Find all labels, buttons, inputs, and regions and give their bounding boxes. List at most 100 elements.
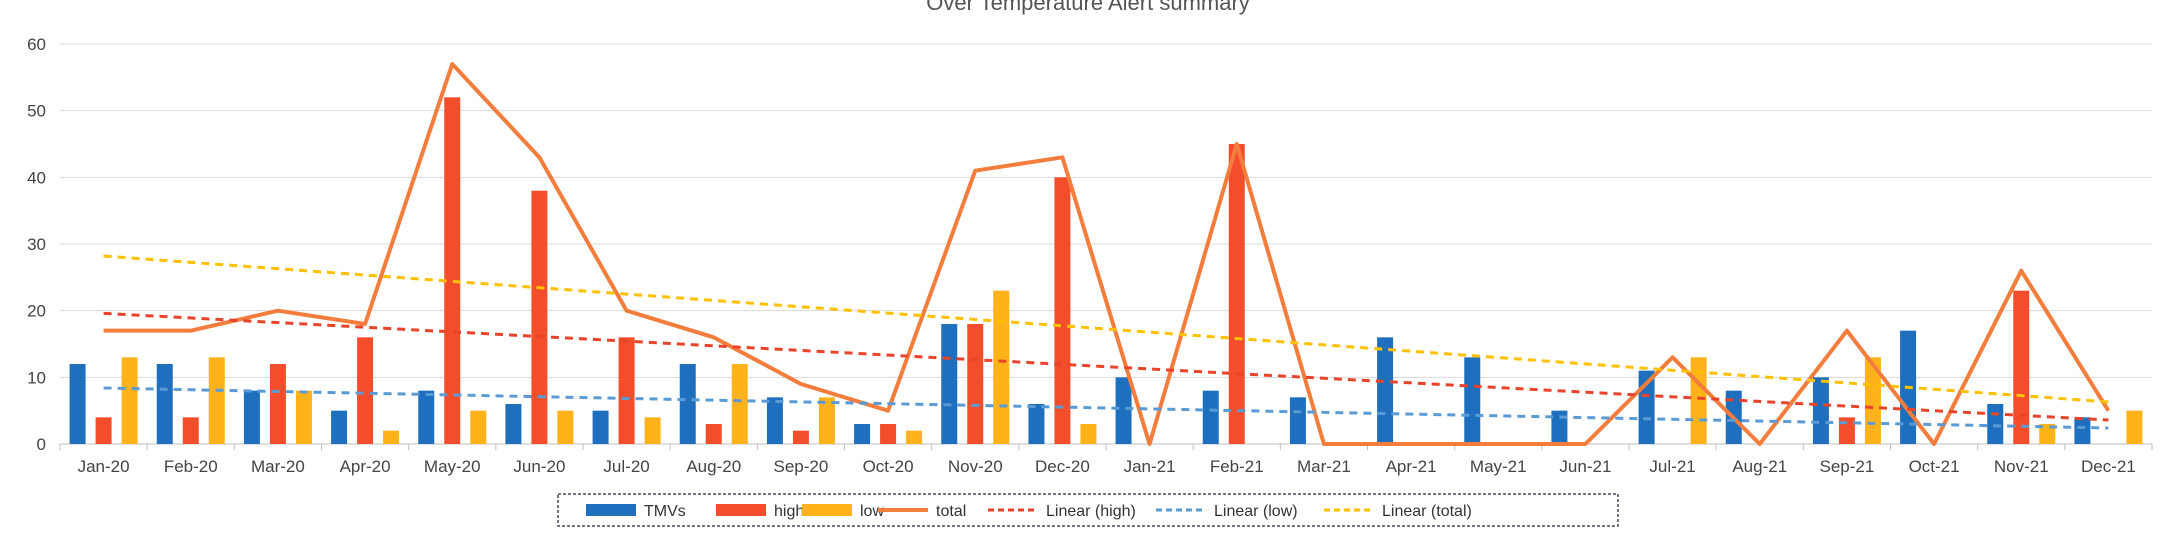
bar-low (906, 430, 923, 444)
y-tick-label: 50 (27, 102, 46, 121)
bar-tmvs (1377, 337, 1394, 444)
x-tick-label: Jan-21 (1124, 457, 1176, 476)
legend-swatch-low (802, 504, 852, 516)
bar-high (967, 324, 984, 444)
bar-high (792, 430, 809, 444)
chart-title: Over Temperature Alert summary (926, 0, 1250, 15)
x-tick-label: Sep-21 (1820, 457, 1875, 476)
bar-high (531, 190, 548, 444)
bar-low (818, 397, 835, 444)
x-tick-label: Mar-20 (251, 457, 305, 476)
bar-high (1228, 144, 1245, 444)
line-marks (103, 62, 2111, 446)
x-tick-label: Aug-20 (686, 457, 741, 476)
x-tick-label: Jul-20 (603, 457, 649, 476)
x-tick-label: May-20 (424, 457, 481, 476)
x-tick-label: Dec-21 (2081, 457, 2136, 476)
y-tick-label: 30 (27, 235, 46, 254)
bar-high (95, 417, 112, 444)
bar-tmvs (1551, 410, 1568, 444)
x-tick-label: Apr-21 (1386, 457, 1437, 476)
bar-high (269, 364, 286, 444)
x-tick-label: Apr-20 (340, 457, 391, 476)
bar-low (295, 390, 312, 444)
bar-marks (69, 97, 2143, 445)
legend: TMVs high low total Linear (high) Linear (low… (557, 493, 1619, 527)
x-tick-label: Oct-21 (1909, 457, 1960, 476)
x-tick-label: Dec-20 (1035, 457, 1090, 476)
bar-low (2039, 424, 2056, 444)
y-tick-label: 60 (27, 35, 46, 54)
bar-high (444, 97, 461, 444)
bar-tmvs (941, 324, 958, 444)
legend-label: Linear (low) (1214, 503, 1298, 520)
bar-high (1054, 177, 1071, 445)
legend-label: Linear (total) (1382, 503, 1472, 520)
y-tick-label: 0 (37, 435, 46, 454)
bar-high (705, 424, 722, 444)
y-tick-label: 20 (27, 302, 46, 321)
x-tick-label: Jul-21 (1649, 457, 1695, 476)
bar-tmvs (331, 410, 348, 444)
x-tick-label: Aug-21 (1732, 457, 1787, 476)
bar-tmvs (156, 364, 173, 444)
legend-box (557, 493, 1619, 527)
bar-low (557, 410, 574, 444)
bar-tmvs (854, 424, 871, 444)
bar-high (880, 424, 897, 444)
x-tick-label: Sep-20 (774, 457, 829, 476)
bar-low (121, 357, 138, 444)
trendline-low (103, 386, 2109, 430)
bar-low (644, 417, 661, 444)
bar-high (618, 337, 635, 444)
legend-label: low (860, 503, 884, 520)
bar-tmvs (1987, 404, 2004, 444)
x-tick-label: Feb-21 (1210, 457, 1264, 476)
bar-tmvs (592, 410, 609, 444)
bar-tmvs (505, 404, 522, 444)
bar-tmvs (418, 390, 435, 444)
bar-tmvs (1289, 397, 1306, 444)
bar-low (208, 357, 225, 444)
bar-tmvs (1812, 377, 1829, 444)
x-axis: Jan-20 Feb-20 Mar-20 Apr-20 May-20 Jun-20 Jul-… (59, 444, 2153, 476)
legend-label: high (774, 503, 804, 520)
bar-tmvs (766, 397, 783, 444)
x-tick-label: Feb-20 (164, 457, 218, 476)
legend-label: total (936, 503, 966, 520)
x-tick-label: Nov-21 (1994, 457, 2049, 476)
trendline-high (103, 311, 2109, 422)
bar-tmvs (1202, 390, 1219, 444)
legend-label: TMVs (644, 503, 686, 520)
bar-tmvs (679, 364, 696, 444)
bar-tmvs (2074, 417, 2091, 444)
bar-low (993, 290, 1010, 444)
bar-tmvs (1028, 404, 1045, 444)
y-axis: 0 10 20 30 40 50 60 (27, 35, 46, 454)
x-tick-label: Mar-21 (1297, 457, 1351, 476)
x-tick-label: Oct-20 (863, 457, 914, 476)
bar-tmvs (1464, 357, 1481, 444)
legend-swatch-tmvs (586, 504, 636, 516)
gridlines (60, 43, 2152, 445)
x-tick-label: Jan-20 (78, 457, 130, 476)
bar-high (2013, 290, 2030, 444)
bar-low (470, 410, 487, 444)
bar-high (357, 337, 374, 444)
y-tick-label: 40 (27, 168, 46, 187)
bar-tmvs (243, 390, 260, 444)
bar-high (182, 417, 199, 444)
x-tick-label: Jun-20 (513, 457, 565, 476)
x-tick-label: Jun-21 (1559, 457, 1611, 476)
x-tick-label: Nov-20 (948, 457, 1003, 476)
bar-low (1690, 357, 1707, 444)
bar-low (2126, 410, 2143, 444)
line-total (103, 62, 2111, 446)
y-tick-label: 10 (27, 368, 46, 387)
bar-tmvs (69, 364, 86, 444)
bar-low (1080, 424, 1097, 444)
legend-swatch-high (716, 504, 766, 516)
x-tick-label: May-21 (1470, 457, 1527, 476)
bar-low (383, 430, 400, 444)
